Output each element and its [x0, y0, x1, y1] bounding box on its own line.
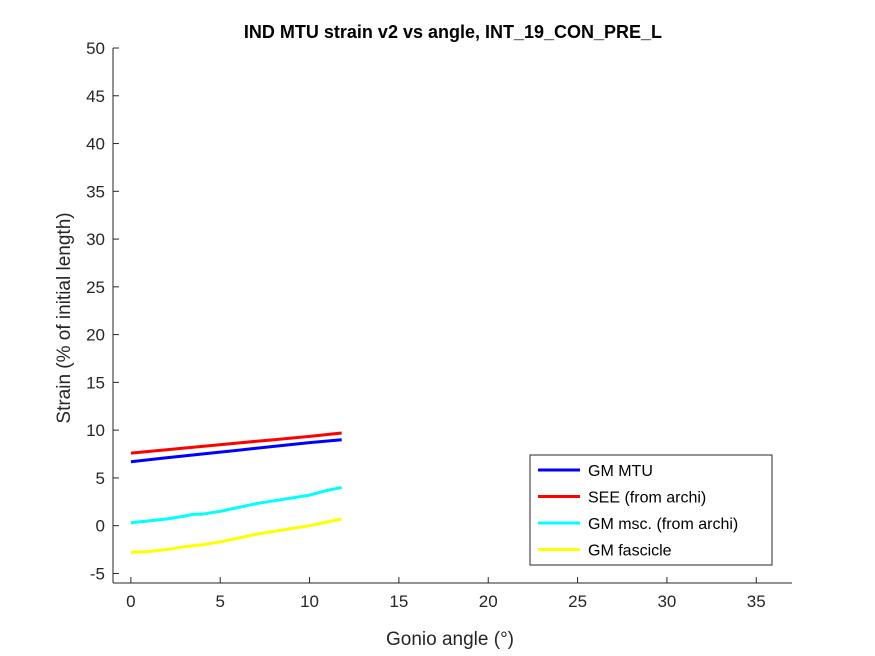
y-tick-label: 10	[86, 421, 105, 440]
series-line-3	[130, 517, 342, 554]
y-tick-label: 50	[86, 39, 105, 58]
legend: GM MTU SEE (from archi) GM msc. (from arch…	[529, 454, 773, 566]
y-tick-label: 45	[86, 87, 105, 106]
y-tick-label: -5	[90, 564, 105, 583]
y-tick-label: 15	[86, 373, 105, 392]
series-layer	[130, 431, 342, 554]
x-tick-label: 20	[479, 592, 498, 611]
x-tick-label: 10	[300, 592, 319, 611]
legend-label-3: GM fascicle	[588, 543, 672, 560]
x-tick-label: 5	[215, 592, 224, 611]
y-tick-label: 30	[86, 230, 105, 249]
y-tick-label: 35	[86, 182, 105, 201]
y-tick-label: 5	[96, 469, 105, 488]
x-tick-label: 15	[389, 592, 408, 611]
series-line-1	[130, 431, 342, 455]
legend-label-2: GM msc. (from archi)	[588, 516, 738, 533]
series-line-0	[130, 438, 342, 464]
legend-label-1: SEE (from archi)	[588, 490, 706, 507]
axes: 0 5 10 15 20 25 30 35 -5 0 5 10 15 20 25 30 35 40 45 50	[86, 39, 792, 611]
y-tick-label: 40	[86, 135, 105, 154]
legend-box	[529, 454, 773, 566]
series-line-2	[130, 486, 342, 525]
y-tick-label: 20	[86, 326, 105, 345]
legend-label-0: GM MTU	[588, 463, 653, 480]
y-tick-label: 0	[96, 517, 105, 536]
x-tick-label: 30	[657, 592, 676, 611]
x-tick-label: 25	[568, 592, 587, 611]
y-axis-label: Strain (% of initial length)	[54, 212, 75, 423]
chart-title: IND MTU strain v2 vs angle, INT_19_CON_P…	[244, 22, 662, 42]
x-axis-label: Gonio angle (°)	[386, 629, 514, 650]
x-tick-label: 35	[747, 592, 766, 611]
x-tick-label: 0	[126, 592, 135, 611]
y-tick-label: 25	[86, 278, 105, 297]
